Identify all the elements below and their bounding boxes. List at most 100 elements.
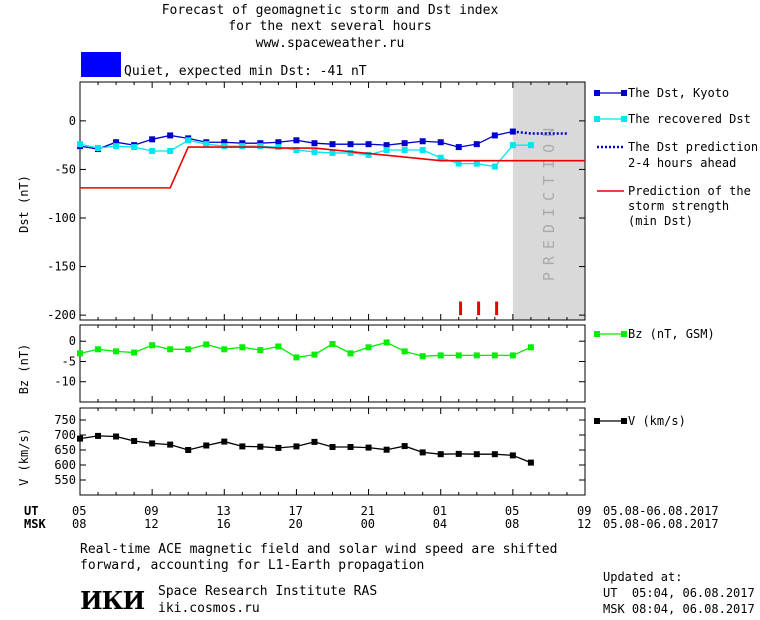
dst-kyoto-point [347, 141, 354, 148]
ut-tick-label: 09 [144, 504, 159, 518]
ut-tick-label: 09 [577, 504, 592, 518]
y-tick-label: 600 [54, 458, 76, 472]
legend-marks [594, 90, 627, 424]
legend-prediction-line2: 2-4 hours ahead [628, 156, 737, 170]
panel-frame [79, 407, 586, 496]
y-tick-label: -5 [62, 354, 76, 368]
dst-kyoto-point [113, 139, 120, 146]
v-point [203, 442, 210, 449]
dst-kyoto-point [311, 140, 318, 147]
prediction-zone [512, 82, 585, 320]
y-tick-label: -10 [54, 375, 76, 389]
y-tick-label: 750 [54, 413, 76, 427]
bz-point [131, 349, 138, 356]
recovered-dst-line [79, 139, 531, 168]
recovered-dst-point [473, 160, 480, 167]
dst-kyoto-point [167, 132, 174, 139]
v-point [113, 433, 120, 440]
legend-v: V (km/s) [628, 414, 686, 428]
bz-point [113, 348, 120, 355]
legend-recovered-mark-point [594, 116, 600, 122]
legend-v-mark-point [594, 418, 600, 424]
v-axis-label: V (km/s) [17, 428, 31, 486]
y-tick-label: 550 [54, 473, 76, 487]
msk-date-range: 05.08-06.08.2017 [603, 517, 719, 531]
institute-site[interactable]: iki.cosmos.ru [158, 601, 260, 616]
legend-bz-mark-point [594, 331, 600, 337]
recovered-dst-point [149, 147, 156, 154]
bz-axis-label: Bz (nT) [17, 343, 31, 395]
msk-tick-label: 00 [360, 517, 376, 531]
y-tick-label: 0 [69, 334, 76, 348]
footer-note-line2: forward, accounting for L1-Earth propaga… [80, 558, 425, 573]
recovered-dst-point [95, 145, 102, 152]
v-point [257, 443, 264, 450]
dst-kyoto-point [149, 136, 156, 143]
institute-name: Space Research Institute RAS [158, 584, 378, 599]
dst-kyoto-point [221, 139, 228, 146]
bz-point [185, 346, 192, 353]
status-color-box [81, 52, 121, 77]
dst-kyoto-point [383, 142, 390, 149]
bz-point [347, 350, 354, 357]
recovered-dst-point [419, 147, 426, 153]
bz-point [455, 352, 462, 359]
msk-tick-label: 04 [432, 517, 448, 531]
dst-kyoto-point [401, 140, 408, 147]
msk-tick-label: 08 [72, 517, 87, 531]
recovered-dst-point [275, 144, 282, 151]
dst-kyoto-point [365, 141, 372, 148]
bz-point [473, 352, 480, 359]
bz-point [509, 352, 516, 359]
recovered-dst-point [383, 147, 390, 153]
msk-label: MSK [24, 517, 46, 531]
bz-point [257, 347, 264, 354]
recovered-dst-point [293, 147, 300, 153]
chart-title-line2: for the next several hours [228, 19, 432, 34]
panel-frame [79, 81, 586, 321]
dst-kyoto-point [293, 137, 300, 144]
legend-prediction-line1: The Dst prediction [628, 140, 759, 154]
v-point [293, 443, 300, 450]
bz-point [95, 346, 102, 353]
bz-point [419, 353, 426, 360]
recovered-dst-point [77, 141, 83, 148]
recovered-dst-point [131, 144, 138, 151]
prediction-label: PREDICTION [540, 121, 558, 281]
legend-bz: Bz (nT, GSM) [628, 327, 715, 341]
y-tick-label: -200 [47, 308, 76, 322]
recovered-dst-point [167, 147, 174, 154]
v-point [347, 444, 354, 450]
bz-point [221, 346, 228, 353]
bz-point [203, 341, 210, 348]
msk-tick-label: 08 [504, 517, 520, 531]
dst-kyoto-point [419, 138, 426, 145]
v-line [79, 435, 532, 464]
recovered-dst-point [437, 154, 444, 161]
bz-point [437, 352, 444, 359]
chart-title-line1: Forecast of geomagnetic storm and Dst in… [161, 3, 499, 18]
recovered-dst-point [401, 147, 408, 153]
bz-point [77, 350, 83, 357]
y-tick-label: -150 [47, 260, 76, 274]
legend-bz-mark-point [621, 331, 627, 337]
recovered-dst-point [185, 137, 192, 144]
ut-tick-label: 05 [504, 504, 520, 518]
ut-date-range: 05.08-06.08.2017 [603, 504, 719, 518]
dst-axis-label: Dst (nT) [17, 175, 31, 233]
msk-tick-label: 12 [577, 517, 592, 531]
v-point [383, 446, 390, 453]
v-point [365, 444, 372, 451]
updated-msk: MSK 08:04, 06.08.2017 [603, 602, 755, 616]
y-tick-label: -100 [47, 211, 76, 225]
v-point [455, 450, 462, 457]
v-point [437, 451, 444, 458]
recovered-dst-point [491, 163, 498, 170]
recovered-dst-point [257, 143, 264, 150]
v-point [311, 438, 318, 445]
v-point [239, 443, 246, 450]
recovered-dst-point [311, 148, 318, 155]
bz-point [239, 344, 246, 351]
bz-point [293, 354, 300, 361]
header-url[interactable]: www.spaceweather.ru [255, 36, 405, 51]
